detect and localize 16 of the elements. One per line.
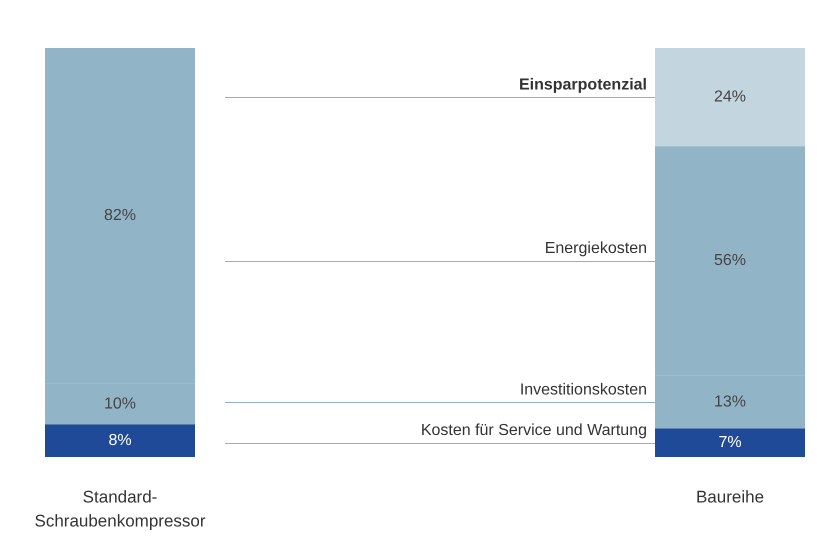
series-label: Energiekosten — [544, 240, 647, 258]
data-label: 10% — [104, 395, 136, 412]
data-label: 13% — [714, 393, 746, 410]
x-tick-label: Standard-Schraubenkompressor — [34, 488, 206, 530]
data-label: 8% — [108, 432, 132, 450]
data-label: 56% — [714, 252, 746, 270]
series-label: Investitionskosten — [520, 381, 647, 398]
series-label: Einsparpotenzial — [518, 76, 647, 94]
x-tick-label: Baureihe — [696, 488, 764, 506]
bar — [655, 48, 805, 146]
bar — [655, 428, 805, 457]
series-label: Kosten für Service und Wartung — [420, 422, 647, 440]
data-label: 7% — [718, 434, 742, 452]
data-label: 24% — [714, 88, 746, 106]
bar — [45, 424, 195, 457]
data-label: 82% — [104, 207, 136, 224]
